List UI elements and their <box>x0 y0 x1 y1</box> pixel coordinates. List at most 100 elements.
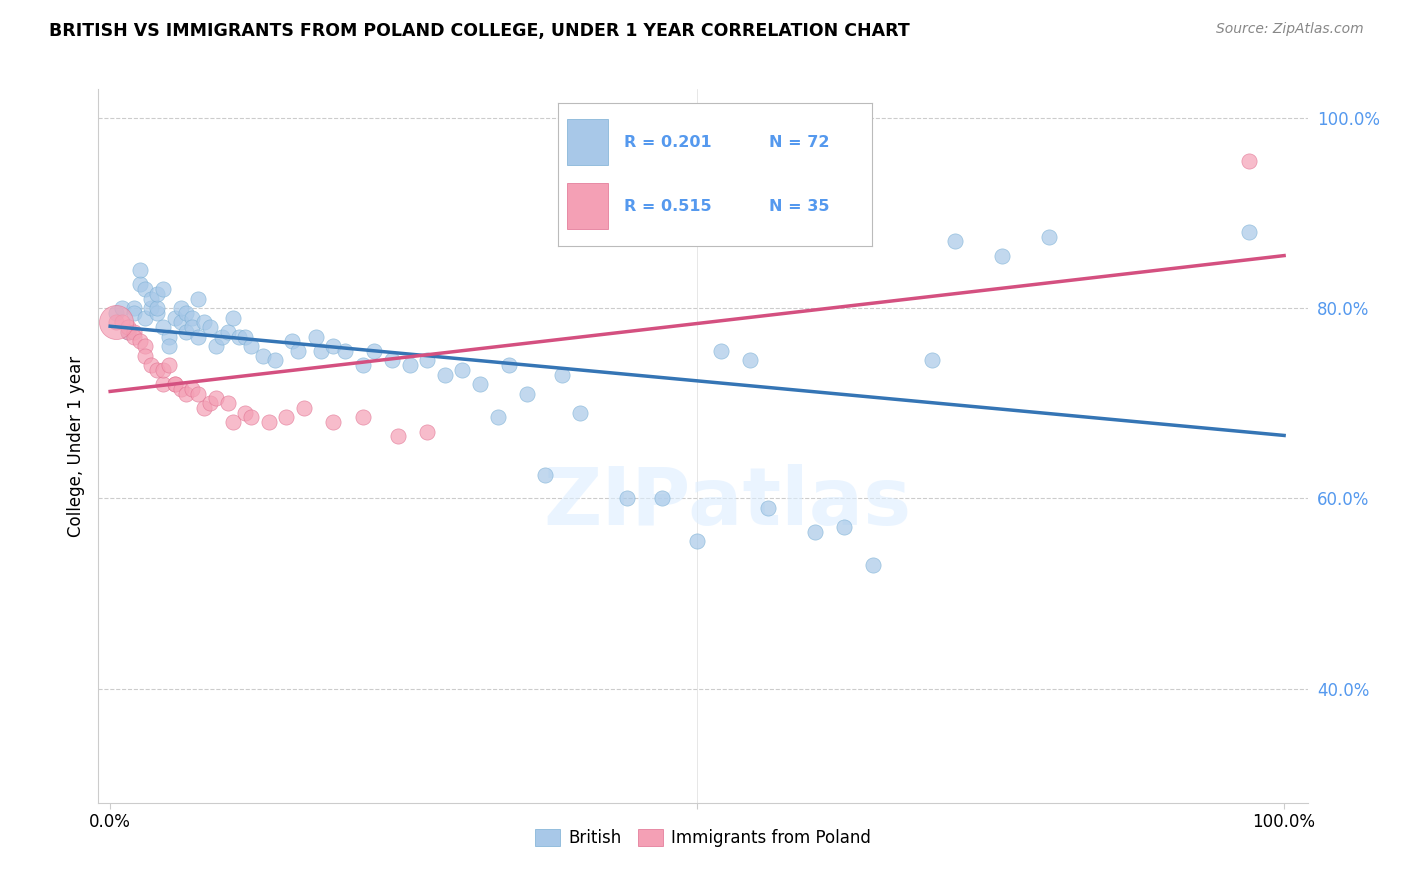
Point <box>222 310 245 325</box>
Point <box>152 282 174 296</box>
Text: Source: ZipAtlas.com: Source: ZipAtlas.com <box>1216 22 1364 37</box>
Point <box>217 325 239 339</box>
Point <box>176 325 198 339</box>
Point <box>117 325 139 339</box>
Point <box>152 363 174 377</box>
Text: BRITISH VS IMMIGRANTS FROM POLAND COLLEGE, UNDER 1 YEAR CORRELATION CHART: BRITISH VS IMMIGRANTS FROM POLAND COLLEG… <box>49 22 910 40</box>
Point <box>134 349 156 363</box>
Point <box>193 315 215 329</box>
Point <box>204 339 226 353</box>
Point <box>105 315 128 329</box>
Point <box>233 406 256 420</box>
Point <box>128 334 150 349</box>
Point <box>187 292 209 306</box>
Point <box>111 301 134 315</box>
Point <box>146 363 169 377</box>
Point <box>193 401 215 415</box>
Point <box>163 310 186 325</box>
Point <box>146 301 169 315</box>
Point <box>169 301 191 315</box>
Point <box>416 353 439 368</box>
Point <box>157 358 180 372</box>
Point <box>181 320 204 334</box>
Point <box>486 410 509 425</box>
Point <box>551 368 574 382</box>
Point <box>163 377 186 392</box>
Point <box>128 277 150 292</box>
Point <box>134 310 156 325</box>
Point <box>651 491 673 506</box>
Point <box>710 343 733 358</box>
Point <box>276 410 298 425</box>
Point <box>122 306 145 320</box>
Point <box>122 301 145 315</box>
Point <box>128 263 150 277</box>
Point <box>176 306 198 320</box>
Point <box>217 396 239 410</box>
Point <box>738 353 761 368</box>
Point <box>1237 225 1260 239</box>
Point <box>756 500 779 515</box>
Point <box>832 520 855 534</box>
Point <box>686 534 709 549</box>
Point <box>198 320 221 334</box>
Point <box>803 524 825 539</box>
Point <box>146 286 169 301</box>
Point <box>352 410 374 425</box>
Point <box>105 315 128 329</box>
Point <box>322 339 344 353</box>
Point <box>141 358 163 372</box>
Point <box>176 386 198 401</box>
Point <box>322 415 344 429</box>
Point <box>122 329 145 343</box>
Point <box>387 429 409 443</box>
Legend: British, Immigrants from Poland: British, Immigrants from Poland <box>526 821 880 855</box>
Point <box>181 382 204 396</box>
Point <box>117 320 139 334</box>
Point <box>163 377 186 392</box>
Point <box>516 386 538 401</box>
Point <box>141 292 163 306</box>
Point <box>141 301 163 315</box>
Point <box>233 329 256 343</box>
Point <box>117 325 139 339</box>
Point <box>169 315 191 329</box>
Point <box>146 306 169 320</box>
Point <box>211 329 233 343</box>
Point <box>157 329 180 343</box>
Point <box>568 406 591 420</box>
Point <box>416 425 439 439</box>
Point <box>152 377 174 392</box>
Point <box>252 349 274 363</box>
Point <box>433 368 456 382</box>
Point <box>616 491 638 506</box>
Point <box>533 467 555 482</box>
Point <box>257 415 280 429</box>
Point <box>169 382 191 396</box>
Point <box>187 386 209 401</box>
Point <box>134 282 156 296</box>
Point <box>1038 229 1060 244</box>
Point <box>281 334 304 349</box>
Point <box>333 343 356 358</box>
Point <box>381 353 404 368</box>
Point <box>134 339 156 353</box>
Point <box>152 320 174 334</box>
Point <box>311 343 333 358</box>
Point <box>187 329 209 343</box>
Point <box>498 358 520 372</box>
Point <box>222 415 245 429</box>
Point <box>1237 153 1260 168</box>
Point <box>157 339 180 353</box>
Point <box>304 329 326 343</box>
Point <box>991 249 1014 263</box>
Point <box>451 363 474 377</box>
Point <box>240 410 263 425</box>
Point <box>468 377 491 392</box>
Point <box>111 315 134 329</box>
Point <box>352 358 374 372</box>
Point <box>398 358 420 372</box>
Text: ZIPatlas: ZIPatlas <box>543 464 911 542</box>
Point <box>228 329 250 343</box>
Point <box>921 353 943 368</box>
